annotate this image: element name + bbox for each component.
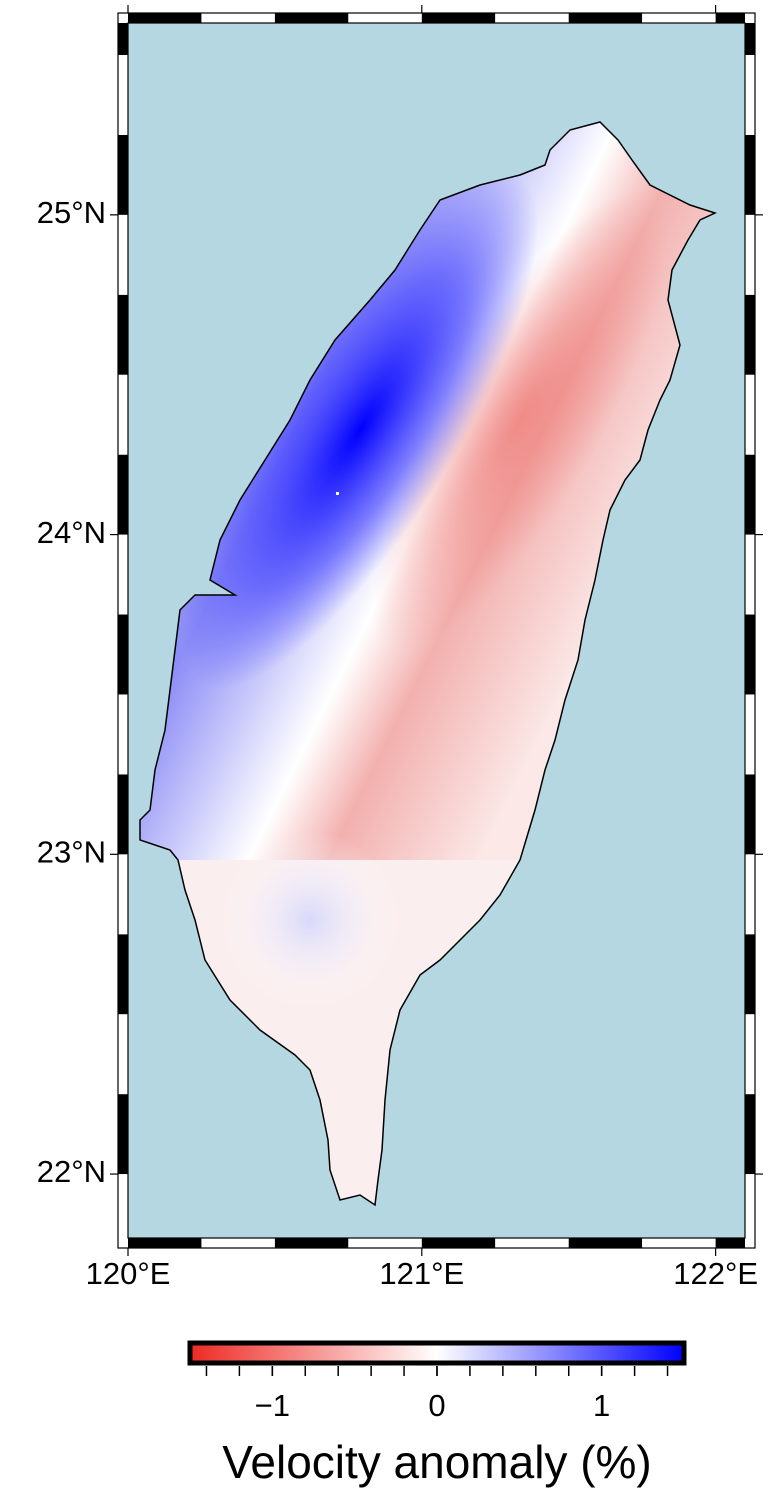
- frame-segment: [118, 854, 128, 935]
- frame-segment: [745, 1014, 755, 1095]
- x-tick-label: 122°E: [673, 1256, 758, 1291]
- frame-segment: [745, 854, 755, 935]
- frame-segment: [495, 1238, 569, 1248]
- colorbar-tick-label: 1: [593, 1388, 610, 1423]
- frame-segment: [348, 13, 422, 23]
- frame-segment: [642, 13, 716, 23]
- frame-segment: [118, 294, 128, 375]
- x-tick-label: 120°E: [86, 1256, 171, 1291]
- y-tick-label: 24°N: [37, 515, 106, 550]
- frame-segment: [745, 54, 755, 135]
- frame-segment: [118, 134, 128, 215]
- frame-segment: [642, 1238, 716, 1248]
- frame-segment: [568, 1238, 643, 1248]
- frame-segment: [745, 374, 755, 455]
- frame-segment: [715, 1238, 745, 1248]
- frame-segment: [745, 294, 755, 375]
- frame-segment: [118, 1174, 128, 1238]
- frame-segment: [745, 694, 755, 775]
- station-dot: [336, 492, 339, 495]
- x-tick-label: 121°E: [379, 1256, 464, 1291]
- colorbar-tick-label: −1: [255, 1388, 290, 1423]
- frame-inner: [127, 22, 746, 1239]
- frame-segment: [495, 13, 569, 23]
- frame-segment: [745, 214, 755, 295]
- frame-segment: [745, 23, 755, 55]
- frame-segment: [118, 374, 128, 455]
- colorbar: [187, 1340, 687, 1366]
- frame-segment: [118, 534, 128, 615]
- frame-segment: [128, 1238, 202, 1248]
- frame-segment: [118, 54, 128, 135]
- frame-segment: [745, 454, 755, 535]
- frame-segment: [745, 534, 755, 615]
- frame-outer: [117, 12, 756, 1249]
- frame-segment: [421, 1238, 496, 1248]
- frame-segment: [201, 13, 275, 23]
- frame-segment: [568, 13, 643, 23]
- frame-segment: [118, 23, 128, 55]
- y-tick-label: 22°N: [37, 1154, 106, 1189]
- frame-segment: [118, 454, 128, 535]
- frame-segment: [715, 13, 745, 23]
- y-tick-label: 25°N: [37, 195, 106, 230]
- frame-segment: [745, 614, 755, 695]
- colorbar-tick-label: 0: [428, 1388, 445, 1423]
- frame-segment: [118, 214, 128, 295]
- frame-segment: [348, 1238, 422, 1248]
- frame-segment: [745, 1174, 755, 1238]
- frame-segment: [118, 1094, 128, 1175]
- frame-segment: [118, 934, 128, 1015]
- frame-segment: [745, 134, 755, 215]
- frame-segment: [118, 614, 128, 695]
- frame-segment: [745, 1094, 755, 1175]
- frame-segment: [118, 694, 128, 775]
- frame-segment: [745, 934, 755, 1015]
- frame-segment: [274, 1238, 349, 1248]
- frame-segment: [745, 774, 755, 855]
- frame-segment: [201, 1238, 275, 1248]
- frame-segment: [118, 1014, 128, 1095]
- colorbar-title: Velocity anomaly (%): [222, 1436, 652, 1488]
- y-tick-label: 23°N: [37, 835, 106, 870]
- frame-segment: [128, 13, 202, 23]
- frame-segment: [274, 13, 349, 23]
- frame-segment: [118, 774, 128, 855]
- frame-segment: [421, 13, 496, 23]
